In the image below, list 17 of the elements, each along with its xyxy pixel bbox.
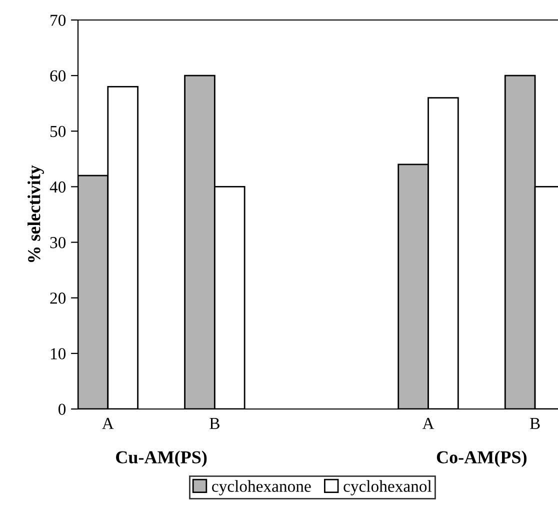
y-tick-label: 60 xyxy=(50,70,66,82)
y-tick-label: 40 xyxy=(50,181,66,193)
y-tick-label: 20 xyxy=(50,292,66,304)
x-tick-label: A xyxy=(422,418,434,429)
text: Co-AM(PS) xyxy=(436,450,526,468)
legend-label: cyclohexanone xyxy=(212,480,311,496)
y-axis-title: % selectivity xyxy=(28,165,44,262)
y-tick-label: 70 xyxy=(50,14,66,26)
x-tick-label: A xyxy=(102,418,114,429)
x-tick-label: B xyxy=(530,418,540,429)
y-tick-label: 10 xyxy=(50,348,66,360)
x-tick-label: B xyxy=(210,418,220,429)
y-tick-label: 50 xyxy=(50,126,66,138)
y-tick-label: 0 xyxy=(58,404,66,415)
legend-label: cyclohexanol xyxy=(344,480,432,496)
y-tick-label: 30 xyxy=(50,236,66,248)
text: Cu-AM(PS) xyxy=(116,450,207,468)
